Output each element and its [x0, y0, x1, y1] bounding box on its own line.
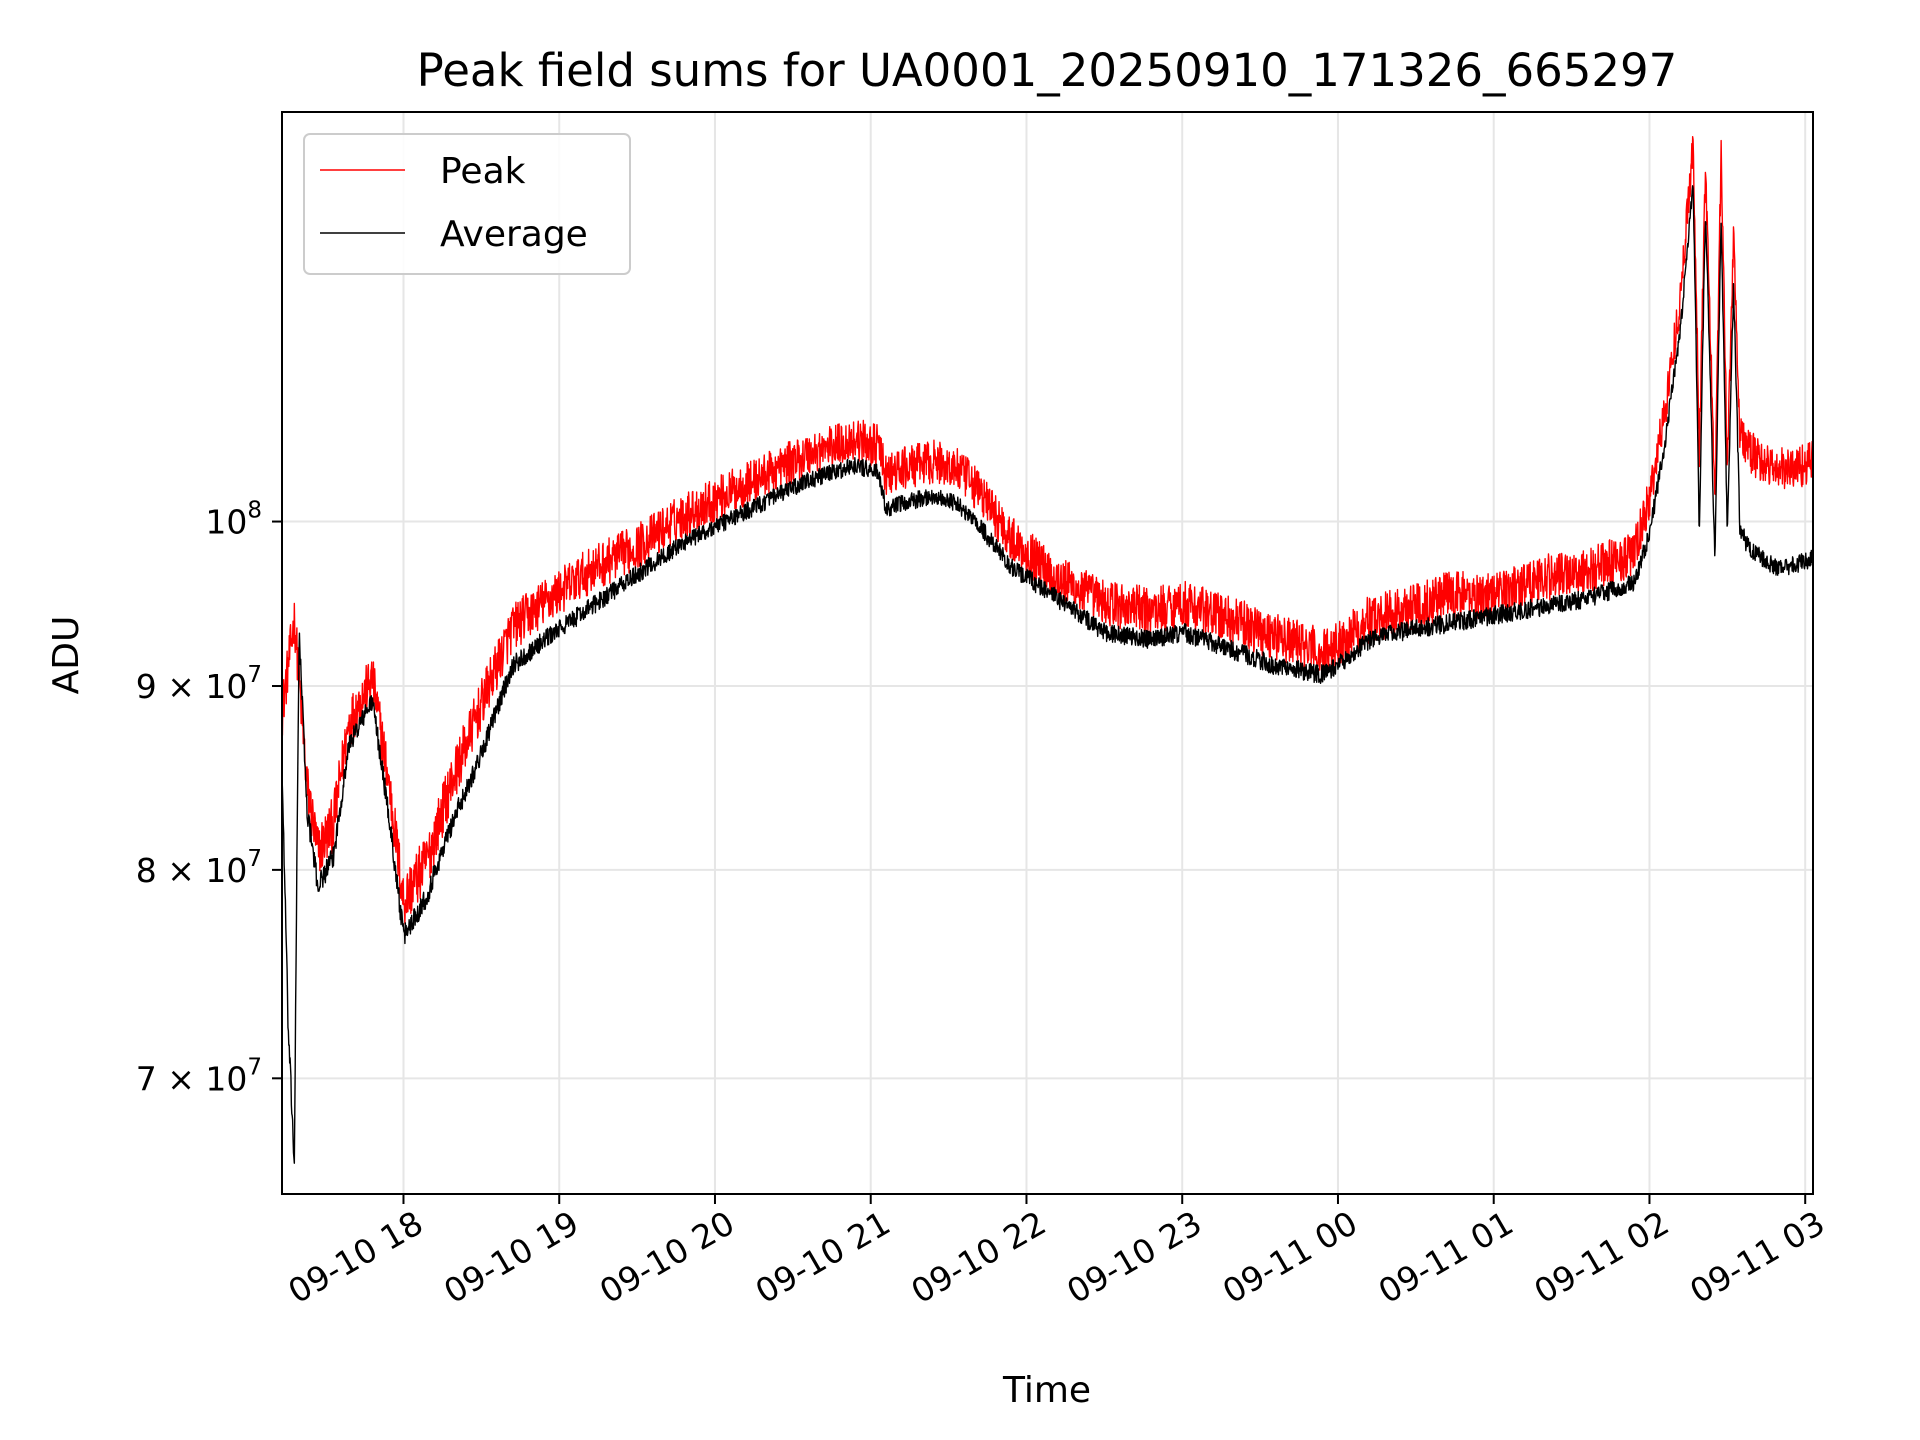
y-tick-base: 8 × 10	[136, 851, 248, 890]
y-tick-base: 7 × 10	[136, 1059, 248, 1098]
y-tick-exponent: 8	[247, 498, 262, 524]
legend: Peak Average	[303, 133, 631, 275]
y-axis-label: ADU	[46, 616, 87, 695]
y-tick-exponent: 7	[247, 846, 262, 872]
series-layer	[282, 136, 1813, 1164]
y-tick-base: 10	[205, 503, 247, 542]
legend-box	[303, 133, 631, 275]
chart-title: Peak field sums for UA0001_20250910_1713…	[417, 44, 1678, 97]
axes-frame	[281, 111, 1814, 1195]
series-line-average	[282, 185, 1813, 1164]
y-tick-exponent: 7	[247, 1054, 262, 1080]
y-tick-label: 8 × 107	[136, 846, 262, 890]
legend-label-peak: Peak	[440, 151, 526, 192]
y-tick-label: 108	[205, 498, 262, 542]
legend-label-average: Average	[440, 214, 588, 255]
grid	[282, 112, 1813, 1194]
x-axis-label: Time	[1002, 1370, 1091, 1411]
series-line-peak	[282, 136, 1813, 925]
plot-area	[282, 136, 1813, 1164]
y-tick-exponent: 7	[247, 662, 262, 688]
y-tick-base: 9 × 10	[136, 667, 248, 706]
y-tick-label: 9 × 107	[136, 662, 262, 706]
y-tick-label: 7 × 107	[136, 1054, 262, 1098]
